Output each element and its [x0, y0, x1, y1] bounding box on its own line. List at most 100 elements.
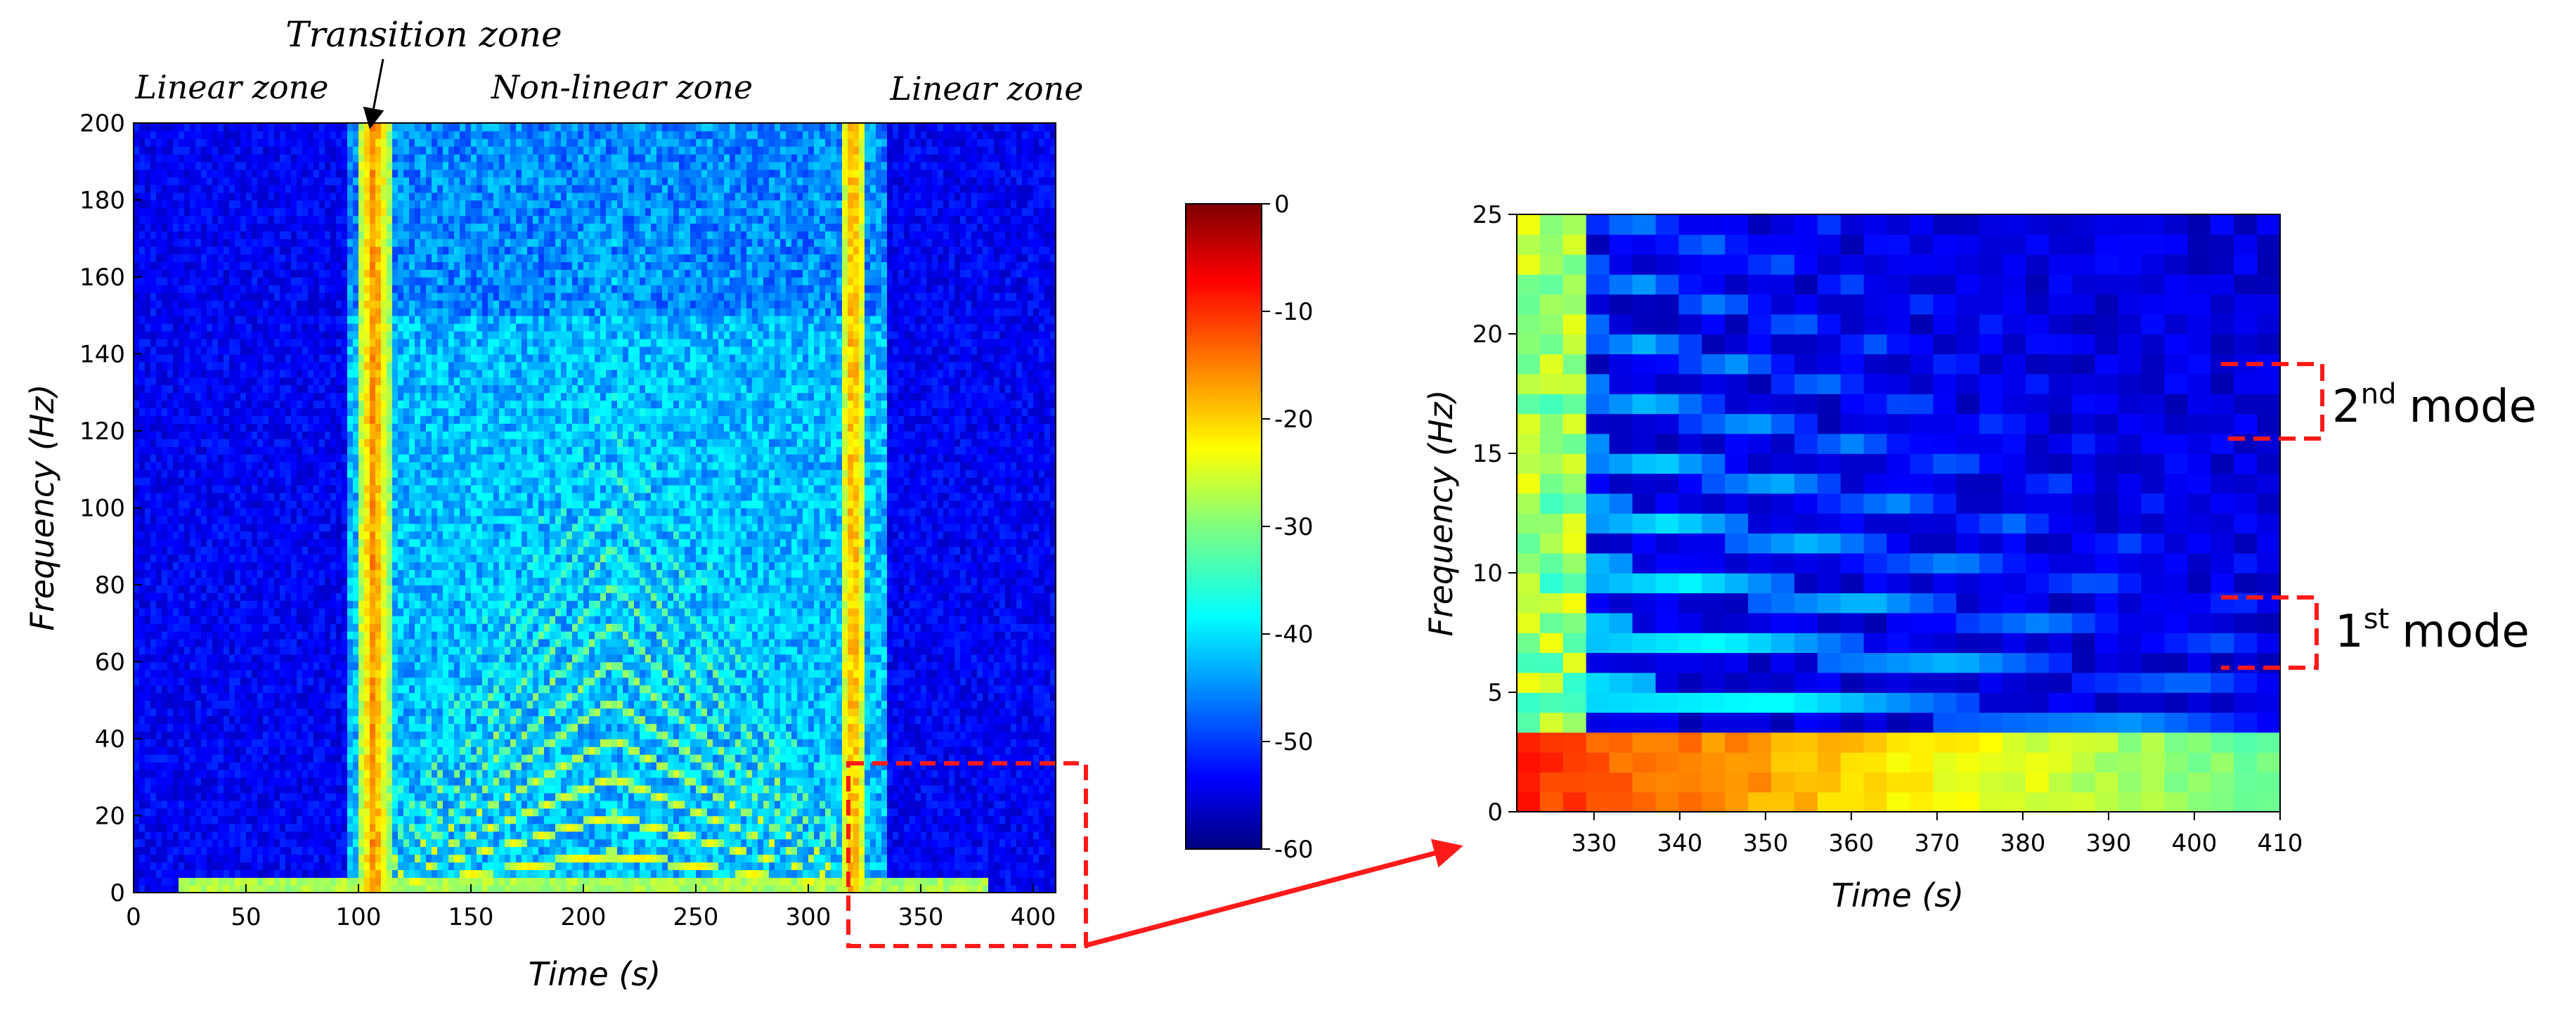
heat-cell [302, 784, 309, 794]
heat-cell [280, 461, 286, 470]
heat-cell [173, 654, 179, 663]
heat-cell [268, 299, 275, 309]
heat-cell [280, 392, 286, 401]
heat-cell [179, 562, 185, 570]
heat-cell [145, 815, 151, 824]
heat-cell [370, 692, 376, 701]
heat-cell [370, 415, 376, 424]
heat-cell [398, 484, 404, 493]
heat-cell [381, 784, 387, 794]
heat-cell [179, 223, 185, 232]
heat-cell [280, 176, 286, 186]
heat-cell [347, 423, 354, 432]
heat-cell [347, 346, 354, 355]
heat-cell [308, 600, 314, 609]
heat-cell [246, 846, 252, 855]
heat-cell [342, 439, 348, 447]
heat-cell [358, 654, 365, 663]
heat-cell [392, 277, 399, 285]
heat-cell [240, 369, 247, 378]
heat-cell [313, 446, 320, 455]
heat-cell [235, 862, 241, 870]
heat-cell [358, 531, 365, 540]
heat-cell [280, 600, 286, 609]
heat-cell [184, 600, 190, 609]
heat-cell [347, 492, 354, 501]
heat-cell [325, 384, 331, 394]
heat-cell [246, 377, 252, 386]
heat-cell [184, 577, 190, 585]
heat-cell [207, 546, 213, 555]
heat-cell [150, 646, 157, 655]
heat-cell [139, 269, 145, 278]
heat-cell [173, 453, 179, 462]
heat-cell [156, 223, 162, 232]
heat-cell [207, 231, 213, 240]
heat-cell [370, 769, 376, 778]
heat-cell [179, 700, 185, 709]
heat-cell [392, 769, 399, 778]
heat-cell [392, 392, 399, 401]
heat-cell [257, 423, 264, 432]
heat-cell [297, 446, 303, 455]
heat-cell [392, 439, 399, 447]
heat-cell [280, 815, 286, 824]
heat-cell [263, 369, 269, 378]
heat-cell [381, 292, 387, 301]
heat-cell [252, 238, 258, 247]
heat-cell [173, 161, 179, 170]
heat-cell [336, 377, 342, 386]
heat-cell [325, 500, 331, 509]
heat-cell [364, 439, 370, 447]
heat-cell [218, 638, 224, 647]
heat-cell [319, 369, 325, 378]
heat-cell [150, 484, 157, 493]
heat-cell [387, 338, 393, 347]
heat-cell [387, 862, 393, 870]
heat-cell [381, 723, 387, 732]
heat-cell [330, 477, 337, 486]
heat-cell [336, 446, 342, 455]
heat-cell [207, 200, 213, 209]
heat-cell [358, 215, 365, 224]
heat-cell [150, 323, 157, 332]
heat-cell [403, 123, 410, 131]
heat-cell [139, 569, 145, 578]
heat-cell [134, 692, 140, 701]
heat-cell [184, 800, 190, 809]
heat-cell [246, 808, 252, 817]
heat-cell [409, 546, 415, 555]
heat-cell [240, 708, 247, 716]
heat-cell [190, 231, 196, 240]
heat-cell [212, 808, 219, 817]
heat-cell [297, 723, 303, 732]
heat-cell [381, 254, 387, 262]
heat-cell [409, 215, 415, 224]
heat-cell [240, 615, 247, 624]
heat-cell [257, 131, 264, 139]
heat-cell [398, 431, 404, 439]
heat-cell [291, 638, 297, 647]
heat-cell [347, 569, 354, 578]
heat-cell [291, 161, 297, 170]
heat-cell [229, 815, 235, 824]
heat-cell [173, 176, 179, 186]
heat-cell [358, 277, 365, 285]
heat-cell [353, 315, 359, 324]
heat-cell [207, 269, 213, 278]
heat-cell [409, 400, 415, 408]
heat-cell [370, 176, 376, 186]
heat-cell [336, 131, 342, 139]
heat-cell [162, 269, 168, 278]
heat-cell [235, 823, 241, 832]
heat-cell [358, 338, 365, 347]
heat-cell [156, 453, 162, 462]
heat-cell [235, 131, 241, 139]
heat-cell [229, 307, 235, 316]
heat-cell [240, 377, 247, 386]
heat-cell [257, 746, 264, 755]
heat-cell [246, 299, 252, 309]
heat-cell [274, 800, 280, 809]
heat-cell [302, 231, 309, 240]
heat-cell [403, 315, 410, 324]
